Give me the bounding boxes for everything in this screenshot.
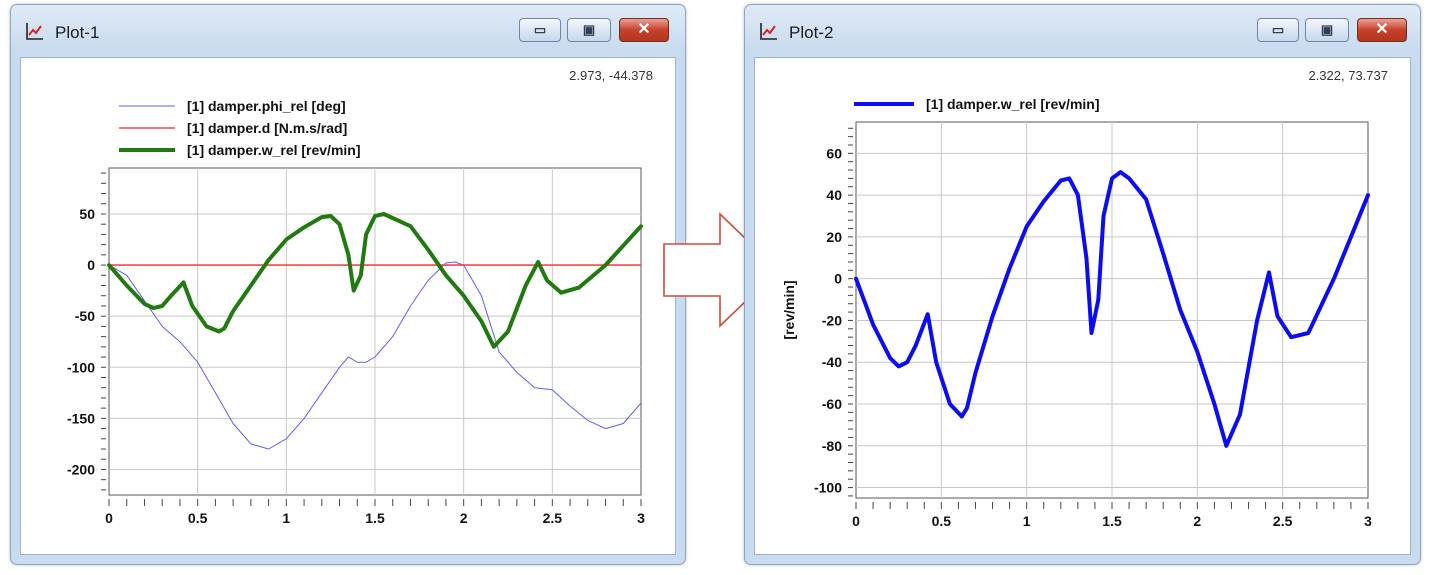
- y-tick-label: -20: [822, 312, 842, 328]
- x-tick-label: 1: [1023, 513, 1031, 529]
- window-title: Plot-1: [55, 23, 100, 42]
- series-line-1-damper-w-rel-rev-min: [854, 170, 1370, 448]
- y-tick-label: -50: [75, 308, 95, 324]
- x-tick-label: 0.5: [188, 510, 208, 526]
- title-bar[interactable]: Plot-1 ▭ ▣ ✕: [11, 5, 685, 57]
- y-tick-label: -80: [822, 438, 842, 454]
- x-tick-label: 2: [460, 510, 468, 526]
- x-tick-label: 2.5: [543, 510, 563, 526]
- plot-2-window: Plot-2 ▭ ▣ ✕ 2.322, 73.737 [1] damper.w_…: [744, 4, 1421, 565]
- plot-app-icon: [26, 23, 43, 40]
- x-tick-label: 0: [105, 510, 113, 526]
- plot-area[interactable]: 2.322, 73.737 [1] damper.w_rel [rev/min]…: [754, 57, 1411, 555]
- y-tick-label: -100: [67, 359, 95, 375]
- cursor-coordinates: 2.322, 73.737: [1308, 68, 1388, 83]
- y-tick-label: 60: [826, 145, 842, 161]
- y-axis-label: [rev/min]: [781, 280, 797, 339]
- y-tick-label: 0: [834, 271, 842, 287]
- legend-label: [1] damper.d [N.m.s/rad]: [187, 120, 347, 136]
- maximize-icon: ▣: [582, 22, 596, 37]
- y-tick-label: 20: [826, 229, 842, 245]
- minimize-button[interactable]: ▭: [519, 18, 561, 42]
- minimize-button[interactable]: ▭: [1257, 18, 1299, 42]
- plot-1-chart[interactable]: [1] damper.phi_rel [deg] [1] damper.d [N.…: [21, 58, 675, 554]
- cursor-coordinates: 2.973, -44.378: [569, 68, 653, 83]
- plot-2-chart[interactable]: [1] damper.w_rel [rev/min] 0 0.5 1 1.5 2 2.5 3 6…: [755, 58, 1410, 554]
- x-tick-label: 1: [282, 510, 290, 526]
- x-tick-label: 1.5: [1102, 513, 1122, 529]
- close-button[interactable]: ✕: [1357, 18, 1407, 42]
- plot-1-window: Plot-1 ▭ ▣ ✕ 2.973, -44.378 [1] damper.p…: [10, 4, 686, 565]
- legend-label: [1] damper.w_rel [rev/min]: [187, 142, 361, 158]
- minimize-icon: ▭: [533, 22, 547, 37]
- y-tick-label: 50: [79, 206, 95, 222]
- maximize-button[interactable]: ▣: [567, 18, 611, 42]
- x-tick-label: 3: [1364, 513, 1372, 529]
- y-tick-label: 0: [87, 257, 95, 273]
- plot-app-icon: [760, 23, 777, 40]
- y-tick-label: -60: [822, 396, 842, 412]
- title-bar[interactable]: Plot-2 ▭ ▣ ✕: [745, 5, 1420, 57]
- legend-label: [1] damper.w_rel [rev/min]: [926, 96, 1100, 112]
- series-line-1-damper-phi-rel-deg: [108, 261, 642, 450]
- legend-label: [1] damper.phi_rel [deg]: [187, 98, 346, 114]
- plot-area[interactable]: 2.973, -44.378 [1] damper.phi_rel [deg][…: [20, 57, 676, 555]
- maximize-button[interactable]: ▣: [1305, 18, 1349, 42]
- x-tick-label: 2.5: [1273, 513, 1293, 529]
- close-icon: ✕: [1375, 21, 1389, 38]
- x-tick-label: 0: [852, 513, 860, 529]
- x-tick-label: 2: [1193, 513, 1201, 529]
- x-tick-label: 1.5: [365, 510, 385, 526]
- maximize-icon: ▣: [1320, 22, 1334, 37]
- y-tick-label: -40: [822, 354, 842, 370]
- window-title: Plot-2: [789, 23, 834, 42]
- series-line-1-damper-w-rel-rev-min: [107, 212, 643, 349]
- y-tick-label: -100: [814, 480, 842, 496]
- close-button[interactable]: ✕: [619, 18, 669, 42]
- y-tick-label: -200: [67, 461, 95, 477]
- y-tick-label: -150: [67, 410, 95, 426]
- close-icon: ✕: [637, 21, 651, 38]
- x-tick-label: 3: [637, 510, 645, 526]
- minimize-icon: ▭: [1271, 22, 1285, 37]
- y-tick-label: 40: [826, 187, 842, 203]
- x-tick-label: 0.5: [932, 513, 952, 529]
